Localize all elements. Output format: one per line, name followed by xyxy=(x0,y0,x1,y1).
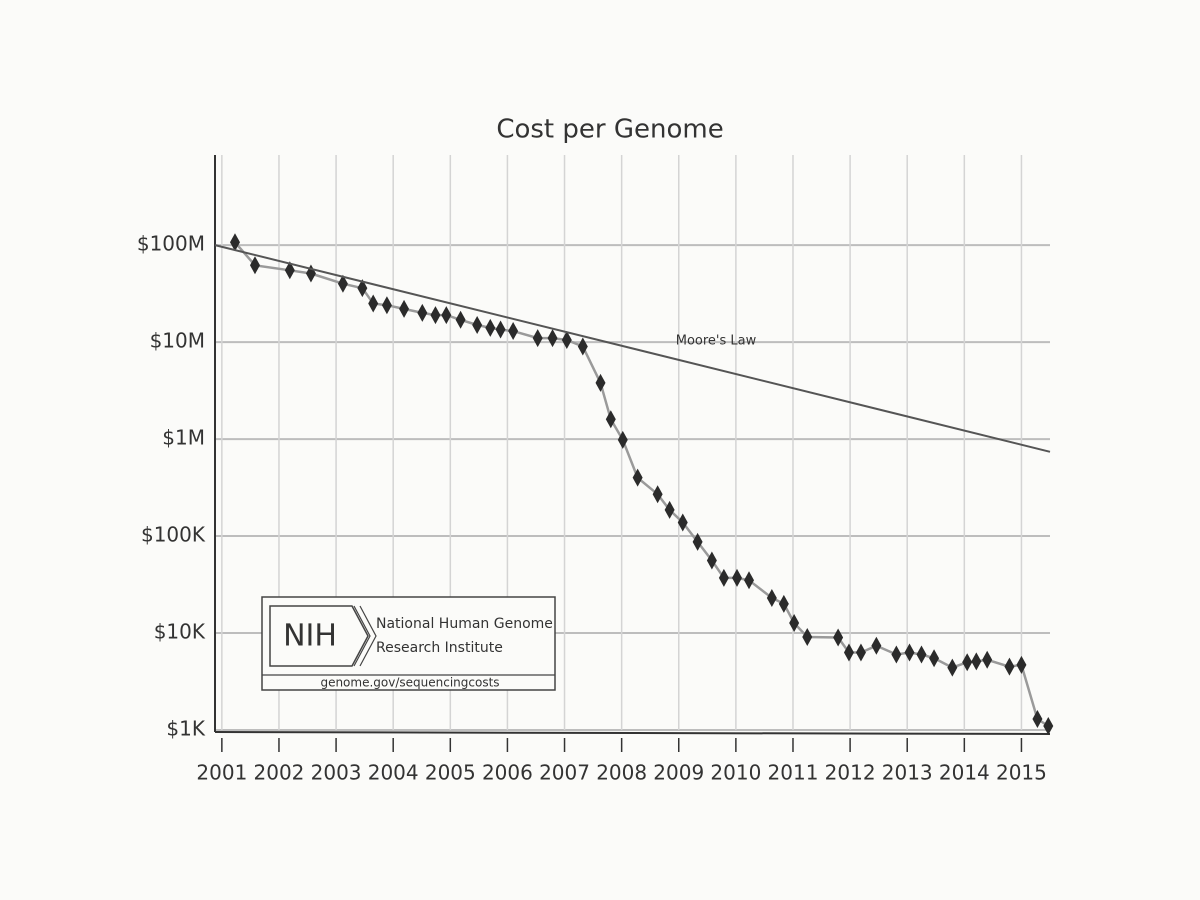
data-point xyxy=(595,373,606,392)
data-point xyxy=(766,588,777,607)
data-point xyxy=(677,513,688,532)
data-point xyxy=(441,306,452,325)
data-point xyxy=(472,316,483,335)
data-point xyxy=(249,256,260,275)
data-point xyxy=(778,594,789,613)
data-point xyxy=(632,468,643,487)
x-tick-label: 2011 xyxy=(768,761,819,785)
x-tick-label: 2006 xyxy=(482,761,533,785)
data-point xyxy=(577,337,588,356)
data-point xyxy=(485,318,496,337)
data-point xyxy=(652,485,663,504)
data-point xyxy=(982,650,993,669)
logo-line: Research Institute xyxy=(376,640,503,656)
x-tick-label: 2001 xyxy=(196,761,247,785)
data-point xyxy=(381,296,392,315)
data-point xyxy=(368,294,379,313)
x-tick-label: 2007 xyxy=(539,761,590,785)
logo-line: National Human Genome xyxy=(376,616,553,632)
data-point xyxy=(1004,657,1015,676)
x-tick-label: 2009 xyxy=(653,761,704,785)
data-point xyxy=(833,628,844,647)
data-point xyxy=(455,310,466,329)
data-point xyxy=(904,643,915,662)
y-tick-label: $100M xyxy=(137,232,205,256)
data-point xyxy=(891,645,902,664)
x-tick-label: 2003 xyxy=(311,761,362,785)
data-point xyxy=(789,613,800,632)
chart-title: Cost per Genome xyxy=(496,115,723,145)
data-point xyxy=(357,279,368,298)
y-tick-label: $10M xyxy=(150,329,205,353)
data-point xyxy=(871,636,882,655)
data-point xyxy=(430,306,441,325)
data-point xyxy=(229,233,240,252)
data-point xyxy=(962,653,973,672)
data-point xyxy=(929,649,940,668)
logo-abbr: NIH xyxy=(283,619,337,654)
data-point xyxy=(495,320,506,339)
x-tick-label: 2010 xyxy=(710,761,761,785)
data-point xyxy=(399,299,410,318)
data-point xyxy=(744,571,755,590)
data-point xyxy=(664,500,675,519)
y-tick-label: $100K xyxy=(141,523,206,547)
x-axis xyxy=(214,731,1051,735)
data-point xyxy=(417,303,428,322)
data-point xyxy=(561,331,572,350)
data-point xyxy=(284,261,295,280)
x-tick-label: 2002 xyxy=(254,761,305,785)
x-tick-label: 2005 xyxy=(425,761,476,785)
data-point xyxy=(916,645,927,664)
series-label: Moore's Law xyxy=(676,334,757,349)
data-point xyxy=(732,568,743,587)
data-point xyxy=(706,551,717,570)
data-point xyxy=(337,274,348,293)
data-point xyxy=(718,568,729,587)
data-point xyxy=(692,532,703,551)
data-point xyxy=(1016,655,1027,674)
y-tick-label: $1M xyxy=(162,426,205,450)
data-point xyxy=(1043,716,1054,735)
data-point xyxy=(532,329,543,348)
logo-chevrons xyxy=(353,605,377,667)
data-point xyxy=(855,643,866,662)
x-tick-label: 2008 xyxy=(596,761,647,785)
x-tick-label: 2012 xyxy=(825,761,876,785)
data-point xyxy=(508,322,519,341)
data-point xyxy=(1032,709,1043,728)
data-point xyxy=(605,410,616,429)
y-tick-label: $1K xyxy=(166,717,205,741)
data-point xyxy=(802,627,813,646)
data-point xyxy=(947,658,958,677)
x-tick-label: 2014 xyxy=(939,761,990,785)
logo: NIH National Human Genome Research Insti… xyxy=(261,596,556,691)
x-tick-label: 2013 xyxy=(882,761,933,785)
data-point xyxy=(843,643,854,662)
logo-badge xyxy=(269,605,369,667)
series-line xyxy=(214,244,1051,453)
data-point xyxy=(617,430,628,449)
data-point xyxy=(547,329,558,348)
x-tick-label: 2015 xyxy=(996,761,1047,785)
logo-url: genome.gov/sequencingcosts xyxy=(320,676,499,690)
x-tick-label: 2004 xyxy=(368,761,419,785)
y-tick-label: $10K xyxy=(154,620,206,644)
data-point xyxy=(971,652,982,671)
